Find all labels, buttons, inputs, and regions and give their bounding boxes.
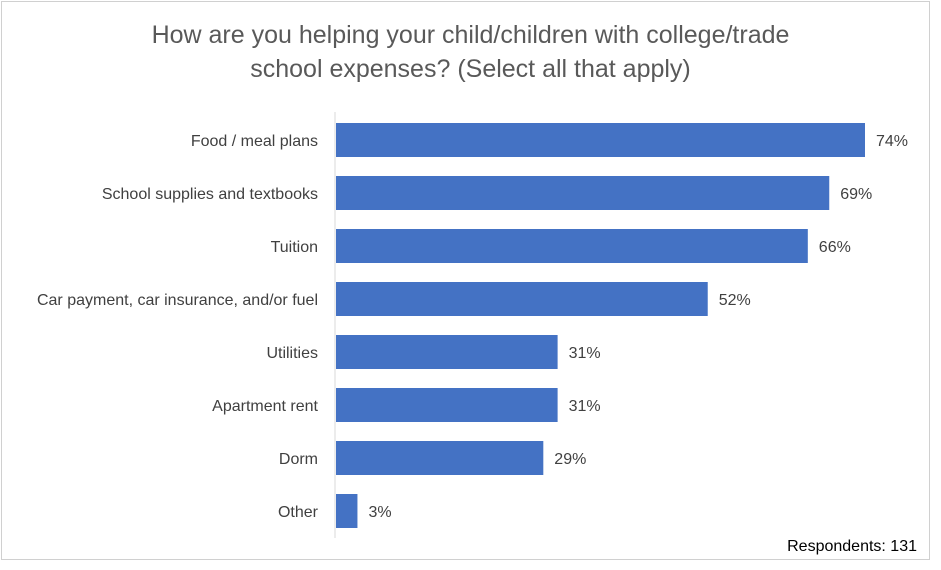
- bar: [336, 441, 544, 475]
- category-label: Car payment, car insurance, and/or fuel: [37, 292, 318, 309]
- bar: [336, 229, 808, 263]
- data-label: 69%: [840, 186, 872, 203]
- chart-title-line-1: How are you helping your child/children …: [151, 21, 790, 49]
- chart-title-line-2: school expenses? (Select all that apply): [250, 55, 691, 83]
- category-label: Dorm: [279, 451, 318, 468]
- data-label: 3%: [368, 504, 391, 521]
- bar: [336, 335, 558, 369]
- data-label: 66%: [819, 239, 851, 256]
- data-label: 31%: [569, 398, 601, 415]
- bar: [336, 494, 358, 528]
- category-label: Food / meal plans: [191, 133, 318, 150]
- bar: [336, 123, 865, 157]
- data-label: 31%: [569, 345, 601, 362]
- category-label: Apartment rent: [212, 398, 318, 415]
- category-label: Other: [278, 504, 319, 521]
- category-label: Tuition: [271, 239, 318, 256]
- category-label: Utilities: [266, 345, 318, 362]
- bar: [336, 388, 558, 422]
- data-label: 29%: [554, 451, 586, 468]
- chart-title: How are you helping your child/children …: [0, 18, 941, 86]
- data-label: 74%: [876, 133, 908, 150]
- category-label: School supplies and textbooks: [102, 186, 318, 203]
- data-label: 52%: [719, 292, 751, 309]
- bar: [336, 282, 708, 316]
- bar: [336, 176, 830, 210]
- respondents-note: Respondents: 131: [787, 538, 917, 555]
